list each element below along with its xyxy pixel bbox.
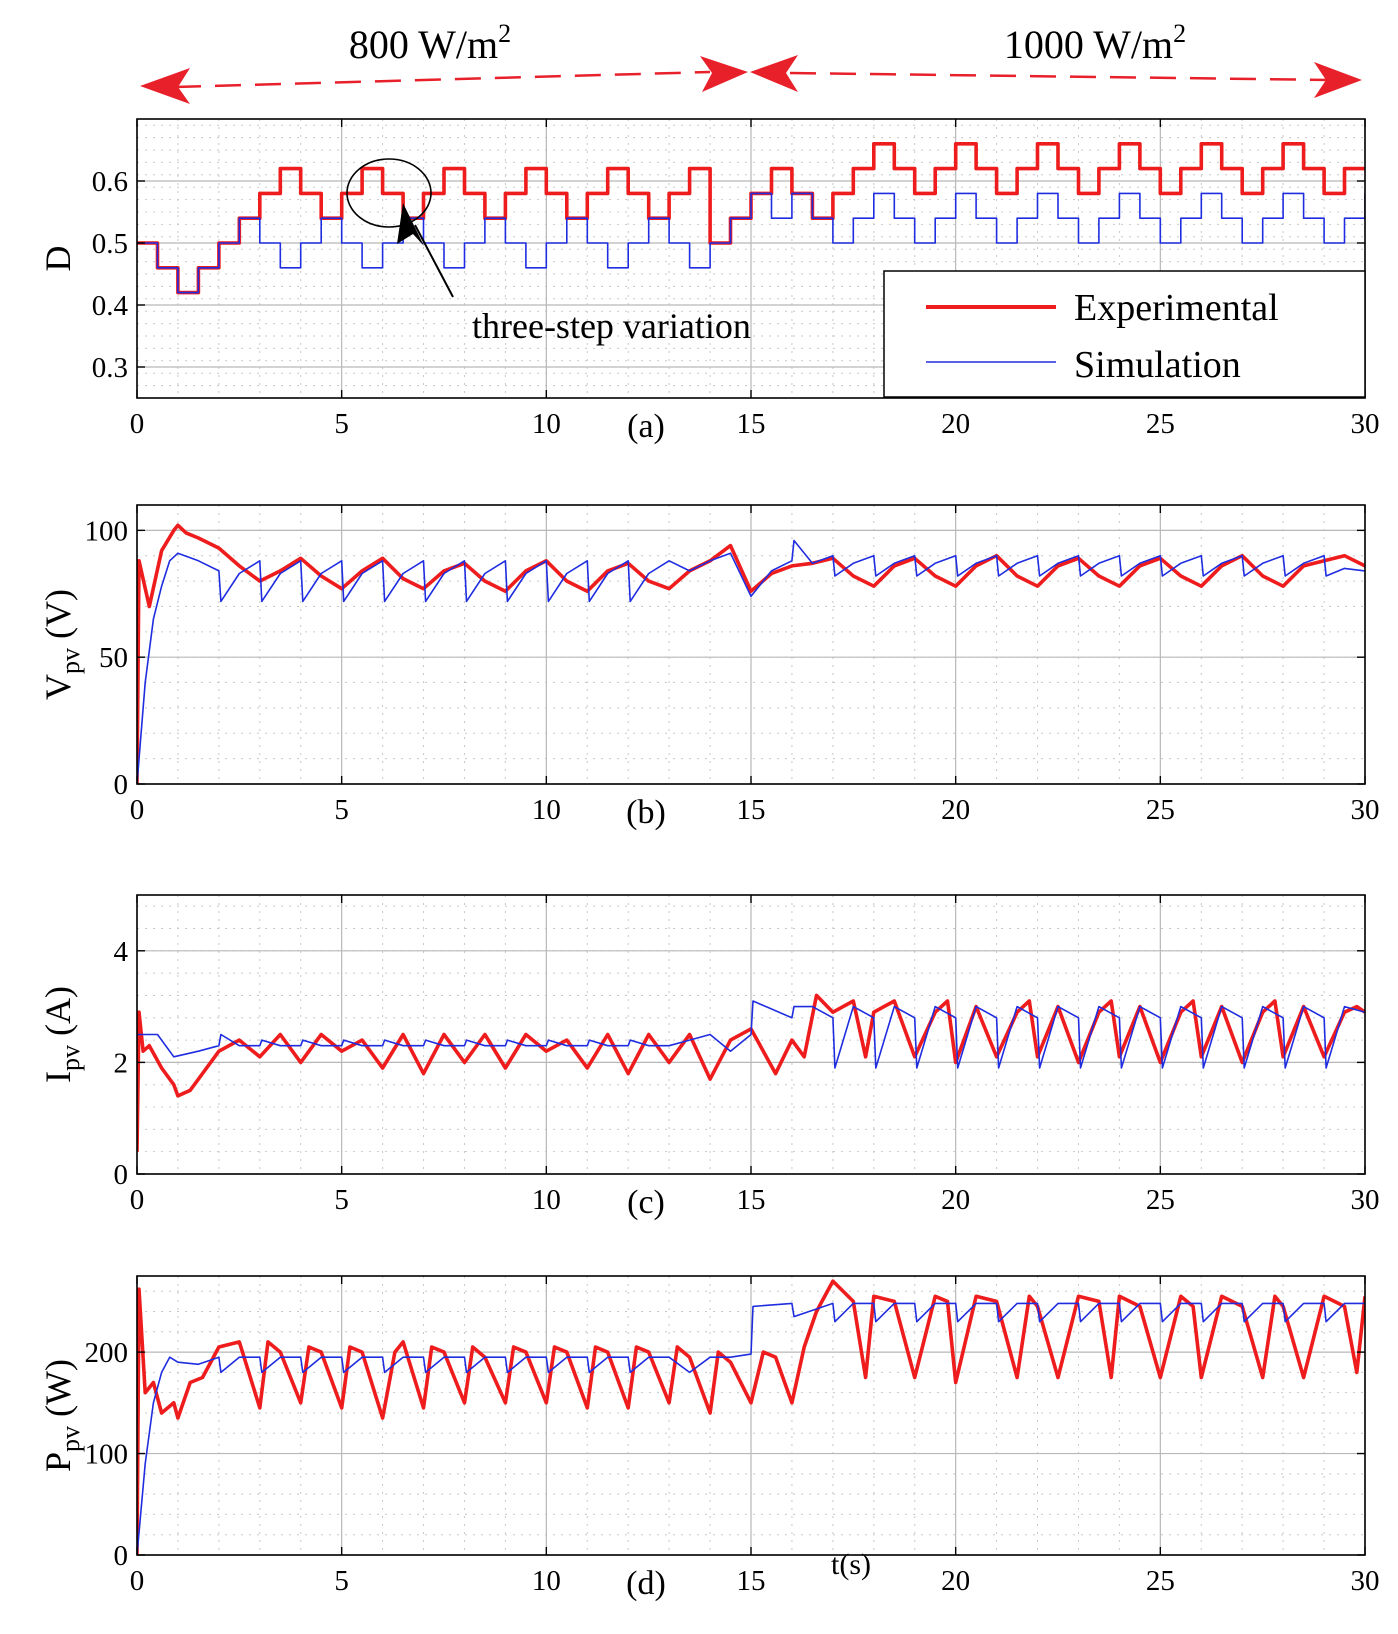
panel-label: (b) [626,794,666,831]
x-tick-label: 30 [1351,408,1380,440]
x-tick-label: 15 [737,794,766,826]
x-tick-label: 10 [532,1184,561,1216]
x-tick-label: 25 [1146,1184,1175,1216]
y-tick-label: 2 [114,1047,129,1079]
x-tick-label: 30 [1351,794,1380,826]
y-tick-label: 0 [114,1540,129,1572]
series-line-simulation [137,539,1365,784]
x-tick-label: 30 [1351,1565,1380,1597]
irradiance-label-1000: 1000 W/m2 [1004,19,1186,67]
x-tick-label: 20 [941,1184,970,1216]
three-step-annotation: three-step variation [346,158,751,346]
x-tick-label: 25 [1146,408,1175,440]
y-tick-label: 0.6 [92,166,128,198]
legend-simulation-label: Simulation [1074,344,1241,386]
irradiance-header: 800 W/m2 1000 W/m2 [140,19,1362,104]
y-tick-label: 0 [114,769,129,801]
x-tick-label: 10 [532,1565,561,1597]
irradiance-arrow-line-1000 [789,71,1331,82]
legend-experimental-label: Experimental [1074,287,1279,329]
x-tick-label: 10 [532,794,561,826]
x-tick-label: 20 [941,794,970,826]
series-line-simulation [137,1000,1365,1069]
panel-c: 0 5 10 15 20 25 30 0 2 4 (c) Ipv (A) [38,894,1380,1221]
panel-label: (a) [627,408,665,445]
panel-label: (c) [627,1184,665,1221]
y-tick-label: 100 [85,515,129,547]
irradiance-label-800: 800 W/m2 [349,19,511,67]
x-tick-label: 10 [532,408,561,440]
y-tick-label: 0.3 [92,352,128,384]
x-tick-label: 5 [334,794,349,826]
arrowhead-right-1000 [1314,62,1362,98]
y-tick-label: 0 [114,1159,129,1191]
y-tick-label: 50 [99,642,128,674]
series-line-simulation [137,192,1365,294]
panel-b: 0 5 10 15 20 25 30 0 50 100 (b) Vpv (V) [38,504,1380,831]
arrowhead-left-800 [140,68,190,104]
y-tick-label: 200 [85,1337,129,1369]
annotation-arrow-line [414,224,454,298]
annotation-arrowhead [397,203,424,246]
y-tick-label: 4 [114,936,129,968]
panel-d: 0 5 10 15 20 25 30 0 100 200 (d) Ppv (W) [38,1275,1380,1602]
y-axis-label: Vpv (V) [38,589,85,700]
x-tick-label: 15 [737,1565,766,1597]
annotation-ellipse [346,158,432,228]
x-tick-label: 5 [334,1565,349,1597]
x-tick-label: 15 [737,408,766,440]
series-line-experimental [137,1279,1365,1555]
y-tick-label: 0.5 [92,228,128,260]
x-tick-label: 25 [1146,794,1175,826]
y-axis-label: Ipv (A) [38,986,85,1083]
x-tick-label: 30 [1351,1184,1380,1216]
x-axis-label: t(s) [831,1548,871,1581]
x-tick-label: 0 [130,1184,145,1216]
y-axis-label: Ppv (W) [38,1359,85,1472]
series-line-simulation [137,1302,1365,1555]
y-axis-label: D [38,246,78,272]
y-tick-label: 0.4 [92,290,129,322]
x-tick-label: 20 [941,1565,970,1597]
x-tick-label: 0 [130,1565,145,1597]
x-tick-label: 25 [1146,1565,1175,1597]
x-tick-label: 0 [130,794,145,826]
arrowhead-right-800 [700,56,748,92]
panel-label: (d) [626,1565,666,1602]
x-tick-label: 0 [130,408,145,440]
x-tick-label: 5 [334,1184,349,1216]
legend: Experimental Simulation [883,270,1366,398]
x-tick-label: 5 [334,408,349,440]
x-tick-label: 20 [941,408,970,440]
y-tick-label: 100 [85,1439,129,1471]
legend-box [883,270,1366,398]
irradiance-arrow-line-800 [174,70,711,89]
x-tick-label: 15 [737,1184,766,1216]
annotation-text: three-step variation [472,306,751,346]
arrowhead-left-1000 [750,55,798,92]
